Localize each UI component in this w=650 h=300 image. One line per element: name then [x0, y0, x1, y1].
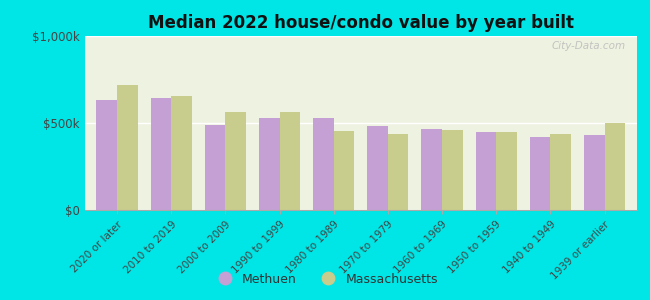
Bar	[259, 118, 280, 210]
Bar	[496, 132, 517, 210]
Bar	[367, 126, 388, 210]
Bar	[171, 96, 192, 210]
Bar	[476, 132, 496, 210]
Bar	[388, 134, 408, 210]
Bar	[333, 131, 354, 210]
Bar	[584, 135, 605, 210]
Bar	[205, 125, 226, 210]
Bar	[226, 112, 246, 210]
Bar	[421, 129, 442, 210]
Legend: Methuen, Massachusetts: Methuen, Massachusetts	[207, 268, 443, 291]
Bar	[280, 112, 300, 210]
Bar	[442, 130, 463, 210]
Bar	[313, 118, 333, 210]
Title: Median 2022 house/condo value by year built: Median 2022 house/condo value by year bu…	[148, 14, 574, 32]
Bar	[117, 85, 138, 210]
Text: City-Data.com: City-Data.com	[552, 41, 626, 51]
Bar	[530, 137, 551, 210]
Bar	[604, 123, 625, 210]
Bar	[151, 98, 171, 210]
Bar	[551, 134, 571, 210]
Bar	[96, 100, 117, 210]
